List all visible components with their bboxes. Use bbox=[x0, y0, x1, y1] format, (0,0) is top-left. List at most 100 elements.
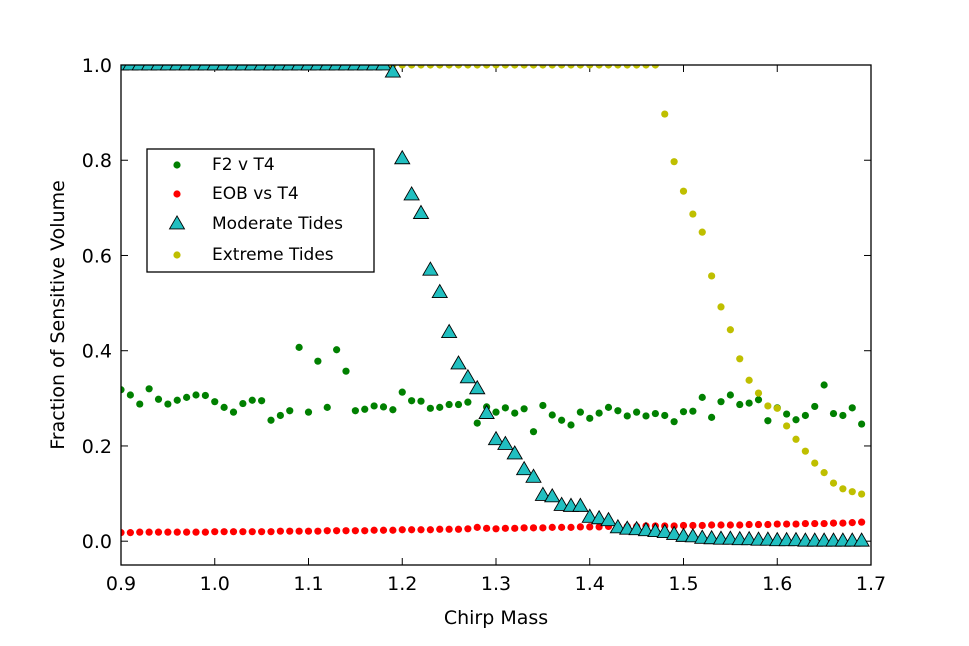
point-eob-vs-t4 bbox=[211, 528, 219, 536]
point-eob-vs-t4 bbox=[304, 527, 313, 535]
point-extreme-tides bbox=[792, 435, 800, 443]
legend-marker-f2-v-t4 bbox=[173, 161, 181, 169]
point-f2-v-t4 bbox=[698, 393, 706, 401]
point-extreme-tides bbox=[445, 65, 453, 69]
point-extreme-tides bbox=[576, 65, 584, 69]
point-eob-vs-t4 bbox=[858, 518, 866, 526]
point-f2-v-t4 bbox=[829, 409, 838, 418]
point-moderate-tides bbox=[581, 508, 599, 523]
point-f2-v-t4 bbox=[239, 399, 247, 408]
point-moderate-tides bbox=[459, 368, 477, 384]
point-extreme-tides bbox=[811, 459, 819, 467]
legend: F2 v T4 EOB vs T4 Moderate Tides Extreme… bbox=[146, 148, 375, 273]
point-extreme-tides bbox=[623, 65, 631, 69]
point-f2-v-t4 bbox=[604, 403, 613, 411]
point-f2-v-t4 bbox=[145, 385, 153, 393]
point-eob-vs-t4 bbox=[745, 520, 753, 529]
point-extreme-tides bbox=[604, 65, 613, 69]
point-f2-v-t4 bbox=[651, 409, 659, 418]
point-f2-v-t4 bbox=[801, 411, 809, 420]
point-eob-vs-t4 bbox=[145, 528, 153, 536]
legend-marker-moderate-tides bbox=[168, 215, 186, 230]
point-extreme-tides bbox=[567, 65, 575, 69]
point-f2-v-t4 bbox=[501, 404, 509, 412]
point-eob-vs-t4 bbox=[576, 523, 584, 531]
point-f2-v-t4 bbox=[858, 420, 866, 428]
point-moderate-tides bbox=[487, 430, 505, 446]
point-eob-vs-t4 bbox=[220, 528, 228, 536]
point-eob-vs-t4 bbox=[192, 528, 200, 536]
point-eob-vs-t4 bbox=[370, 526, 378, 534]
point-eob-vs-t4 bbox=[567, 523, 575, 531]
point-moderate-tides bbox=[393, 149, 411, 165]
legend-label-moderate-tides: Moderate Tides bbox=[212, 214, 343, 234]
point-extreme-tides bbox=[801, 447, 809, 455]
point-f2-v-t4 bbox=[726, 391, 734, 399]
point-extreme-tides bbox=[633, 65, 641, 69]
point-moderate-tides bbox=[647, 522, 664, 538]
point-f2-v-t4 bbox=[136, 400, 144, 408]
point-f2-v-t4 bbox=[717, 398, 725, 406]
x-tick-label: 1.2 bbox=[387, 573, 417, 595]
point-extreme-tides bbox=[736, 355, 744, 363]
point-extreme-tides bbox=[670, 158, 678, 166]
point-extreme-tides bbox=[717, 303, 725, 311]
point-moderate-tides bbox=[431, 283, 449, 299]
y-tick-label: 1.0 bbox=[82, 55, 112, 77]
point-extreme-tides bbox=[745, 376, 753, 384]
point-f2-v-t4 bbox=[164, 400, 172, 408]
point-eob-vs-t4 bbox=[436, 525, 444, 533]
point-eob-vs-t4 bbox=[351, 527, 359, 535]
point-eob-vs-t4 bbox=[333, 527, 341, 535]
point-f2-v-t4 bbox=[511, 409, 519, 417]
point-f2-v-t4 bbox=[614, 407, 622, 415]
point-eob-vs-t4 bbox=[820, 519, 828, 528]
point-extreme-tides bbox=[708, 272, 716, 280]
point-eob-vs-t4 bbox=[342, 527, 350, 535]
point-f2-v-t4 bbox=[351, 407, 359, 415]
point-extreme-tides bbox=[595, 65, 603, 69]
point-eob-vs-t4 bbox=[398, 526, 406, 534]
point-f2-v-t4 bbox=[173, 396, 181, 404]
x-tick-label: 0.9 bbox=[106, 573, 136, 595]
point-f2-v-t4 bbox=[229, 408, 238, 416]
legend-label-f2-v-t4: F2 v T4 bbox=[212, 155, 275, 175]
point-eob-vs-t4 bbox=[698, 521, 706, 530]
point-f2-v-t4 bbox=[558, 416, 566, 424]
point-eob-vs-t4 bbox=[286, 527, 294, 535]
point-extreme-tides bbox=[464, 65, 472, 69]
point-f2-v-t4 bbox=[473, 419, 481, 427]
point-f2-v-t4 bbox=[529, 428, 538, 436]
point-f2-v-t4 bbox=[764, 417, 772, 425]
point-eob-vs-t4 bbox=[248, 528, 256, 536]
point-extreme-tides bbox=[651, 65, 659, 69]
point-f2-v-t4 bbox=[286, 407, 294, 415]
x-tick-label: 1.6 bbox=[762, 573, 792, 595]
point-extreme-tides bbox=[586, 65, 594, 69]
point-f2-v-t4 bbox=[839, 411, 847, 420]
point-eob-vs-t4 bbox=[239, 528, 247, 536]
point-eob-vs-t4 bbox=[801, 519, 809, 528]
point-f2-v-t4 bbox=[576, 408, 584, 416]
point-f2-v-t4 bbox=[398, 388, 406, 396]
point-f2-v-t4 bbox=[539, 401, 547, 410]
point-moderate-tides bbox=[665, 525, 683, 540]
point-eob-vs-t4 bbox=[295, 527, 303, 535]
point-moderate-tides bbox=[478, 404, 495, 419]
point-extreme-tides bbox=[511, 65, 519, 69]
data-marks bbox=[121, 65, 870, 547]
point-eob-vs-t4 bbox=[201, 528, 209, 536]
point-f2-v-t4 bbox=[754, 396, 763, 404]
point-extreme-tides bbox=[642, 65, 650, 69]
point-f2-v-t4 bbox=[661, 411, 669, 420]
point-moderate-tides bbox=[403, 186, 420, 201]
point-f2-v-t4 bbox=[820, 381, 828, 389]
point-extreme-tides bbox=[829, 479, 838, 487]
point-f2-v-t4 bbox=[445, 400, 453, 409]
point-eob-vs-t4 bbox=[717, 521, 725, 529]
point-eob-vs-t4 bbox=[464, 525, 472, 533]
point-moderate-tides bbox=[600, 511, 617, 527]
point-f2-v-t4 bbox=[736, 400, 744, 409]
point-eob-vs-t4 bbox=[708, 521, 716, 529]
